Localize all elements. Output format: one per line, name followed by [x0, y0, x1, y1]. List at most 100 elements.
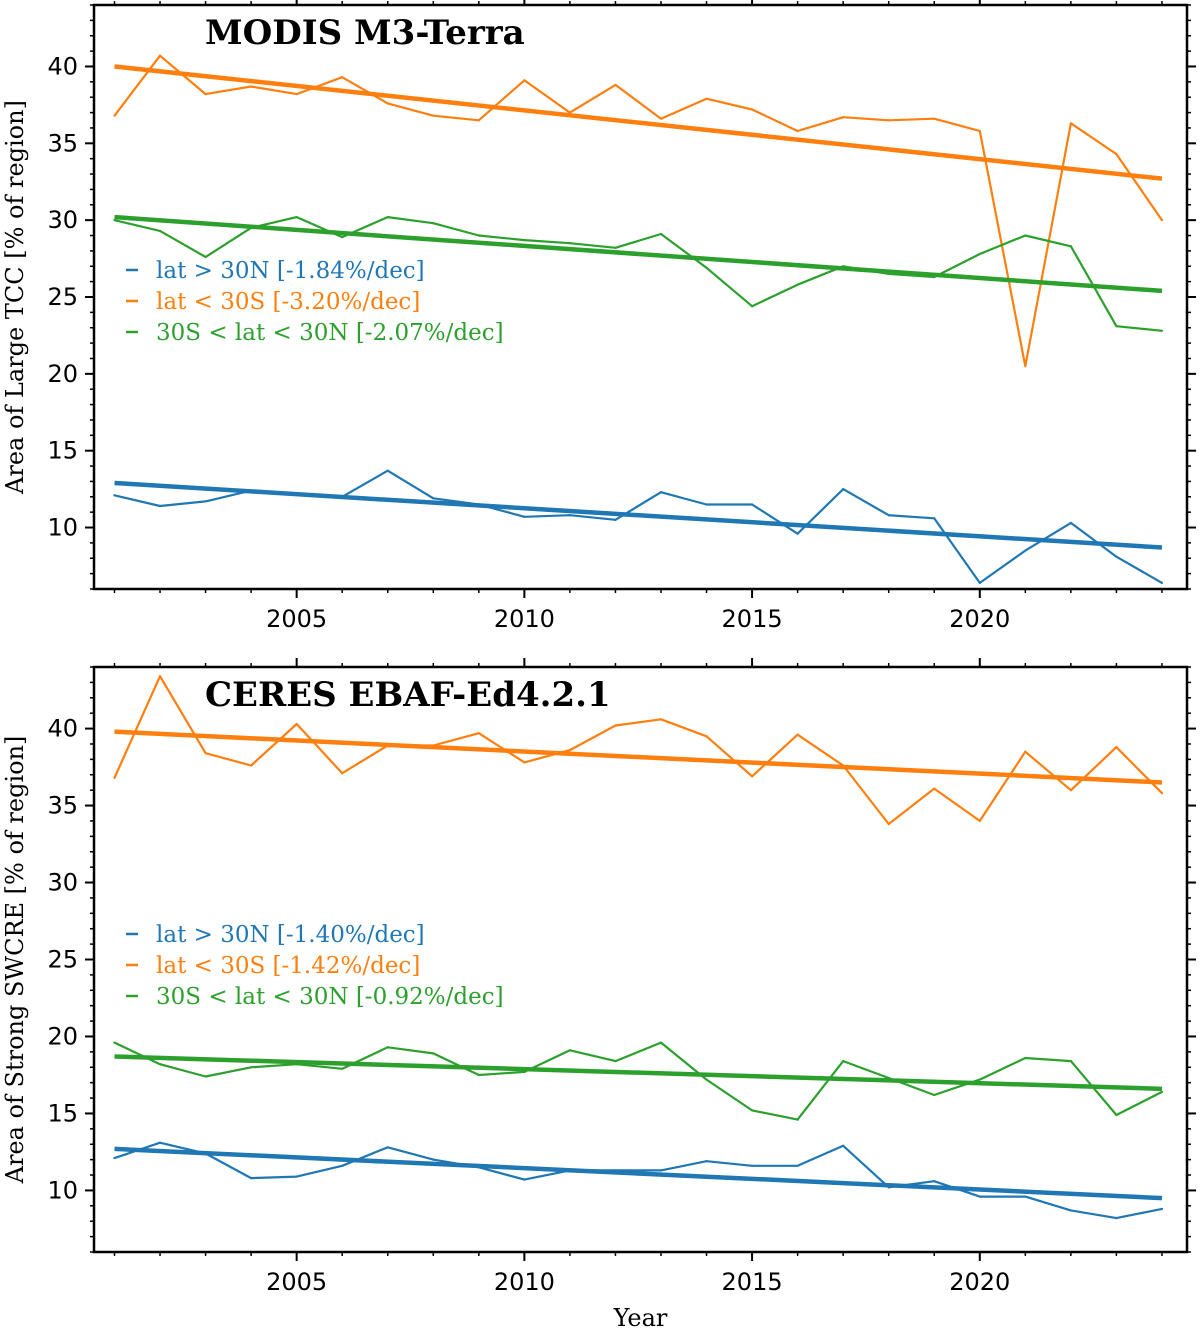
data-point-lat-30n [1024, 549, 1027, 552]
data-point-30s-lat-30n [477, 234, 480, 237]
data-point-lat-30s [978, 129, 981, 133]
data-point-lat-30s [341, 76, 344, 79]
data-point-lat-30n [614, 518, 617, 521]
x-tick-label: 2020 [949, 605, 1010, 633]
data-point-lat-30s [1115, 152, 1118, 156]
data-point-lat-30n [386, 1146, 389, 1149]
y-tick-label: 30 [47, 869, 78, 897]
data-point-lat-30n [842, 488, 845, 491]
data-point-lat-30n [113, 494, 116, 497]
data-point-30s-lat-30n [842, 1060, 845, 1063]
data-point-lat-30n [705, 503, 708, 506]
x-tick-label: 2010 [494, 1268, 555, 1296]
x-tick-label: 2015 [722, 605, 783, 633]
data-point-30s-lat-30n [705, 266, 708, 269]
data-point-lat-30s [978, 819, 981, 823]
data-point-lat-30n [933, 517, 936, 520]
legend-entry: 30S < lat < 30N [-0.92%/dec] [156, 984, 504, 1010]
data-point-lat-30s [1024, 365, 1027, 368]
data-point-30s-lat-30n [341, 235, 344, 239]
data-point-lat-30s [295, 93, 298, 96]
data-point-lat-30n [705, 1160, 708, 1163]
data-point-30s-lat-30n [796, 283, 799, 286]
data-point-lat-30s [204, 93, 207, 96]
data-point-lat-30n [978, 581, 981, 584]
data-point-lat-30n [659, 491, 663, 494]
data-point-30s-lat-30n [1024, 1056, 1027, 1060]
panel-modis: 2005 2010 2015 2020 10 15 20 25 30 35 40 MODIS M3-T… [1, 0, 1196, 633]
data-point-lat-30s [842, 116, 845, 119]
data-point-lat-30s [1115, 745, 1118, 749]
data-point-lat-30n [750, 1164, 754, 1167]
series-line-lat-30s [113, 54, 1163, 368]
y-tick-label: 40 [47, 52, 78, 80]
data-point-lat-30n [204, 500, 207, 503]
legend-entry: lat > 30N [-1.40%/dec] [156, 922, 425, 948]
data-point-lat-30s [614, 83, 617, 87]
data-point-lat-30s [1069, 789, 1072, 792]
data-point-30s-lat-30n [113, 1041, 116, 1044]
data-point-lat-30n [750, 503, 754, 506]
data-point-lat-30s [614, 724, 617, 727]
data-point-lat-30n [1069, 1209, 1072, 1212]
data-point-lat-30s [523, 79, 526, 82]
data-point-30s-lat-30n [295, 215, 298, 219]
data-point-lat-30n [295, 1175, 298, 1178]
data-point-lat-30n [933, 1180, 936, 1183]
legend-entry: lat > 30N [-1.84%/dec] [156, 258, 425, 284]
data-point-lat-30n [796, 532, 799, 535]
data-point-30s-lat-30n [978, 1078, 981, 1081]
data-point-lat-30s [477, 732, 480, 735]
panel-ceres: 2005 2010 2015 2020 10 15 20 25 30 35 40 CERES EBAF… [1, 658, 1196, 1330]
data-point-30s-lat-30n [204, 1075, 207, 1078]
data-point-30s-lat-30n [614, 1060, 617, 1063]
data-point-lat-30s [887, 119, 890, 122]
data-point-lat-30s [477, 119, 480, 122]
y-tick-label: 15 [47, 437, 78, 465]
data-point-30s-lat-30n [568, 242, 572, 245]
plot-frame [92, 3, 1189, 591]
data-point-lat-30s [705, 735, 708, 738]
data-point-30s-lat-30n [750, 1109, 754, 1112]
data-point-lat-30s [1069, 122, 1072, 125]
data-point-lat-30s [250, 764, 253, 767]
legend: lat > 30N [-1.84%/dec] lat < 30S [-3.20%/… [126, 258, 504, 346]
data-point-30s-lat-30n [158, 229, 162, 233]
data-point-lat-30s [659, 718, 663, 721]
data-point-30s-lat-30n [1115, 325, 1118, 328]
data-point-30s-lat-30n [341, 1067, 344, 1070]
data-point-30s-lat-30n [1069, 245, 1072, 248]
data-point-lat-30n [568, 514, 572, 517]
data-point-30s-lat-30n [750, 305, 754, 308]
data-point-lat-30n [432, 1158, 435, 1161]
y-tick-label: 20 [47, 1022, 78, 1050]
data-point-lat-30s [568, 749, 572, 752]
trend-line-30s-lat-30n [114, 1054, 1163, 1092]
legend-entry: lat < 30S [-3.20%/dec] [156, 289, 420, 315]
data-point-lat-30n [659, 1169, 663, 1172]
data-point-30s-lat-30n [386, 1046, 389, 1049]
data-point-30s-lat-30n [250, 1066, 253, 1069]
y-tick-label: 25 [47, 946, 78, 974]
y-tick-label: 10 [47, 1176, 78, 1204]
legend-entry: 30S < lat < 30N [-2.07%/dec] [156, 320, 504, 346]
data-point-lat-30n [842, 1144, 845, 1147]
series-line-30s-lat-30n [114, 1041, 1163, 1121]
data-point-30s-lat-30n [386, 215, 389, 219]
plot-area [113, 54, 1164, 585]
legend: lat > 30N [-1.40%/dec] lat < 30S [-1.42%/… [126, 922, 504, 1010]
data-point-30s-lat-30n [158, 1063, 162, 1066]
y-tick-label: 35 [47, 792, 78, 820]
series-line-lat-30n [114, 469, 1163, 585]
data-point-lat-30n [158, 1141, 162, 1144]
data-point-lat-30s [1160, 219, 1164, 222]
trend-line-lat-30n [114, 480, 1163, 550]
x-axis-label: Year [613, 1304, 668, 1330]
data-point-30s-lat-30n [204, 255, 207, 259]
data-point-lat-30n [1115, 1217, 1118, 1220]
trend-line-lat-30n [114, 1146, 1163, 1201]
data-point-lat-30s [659, 117, 663, 120]
plot-frame [92, 665, 1189, 1254]
data-point-lat-30s [432, 114, 435, 117]
